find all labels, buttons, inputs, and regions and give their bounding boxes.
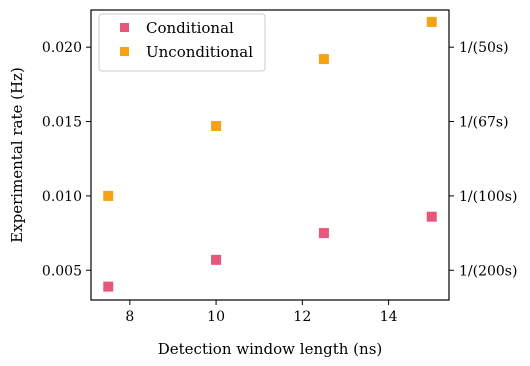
- y-tick-label: 0.015: [42, 115, 82, 131]
- data-point-conditional: [103, 281, 114, 292]
- y2-tick-label: 1/(50s): [459, 40, 509, 56]
- data-point-unconditional: [318, 54, 329, 65]
- legend-marker-conditional: [120, 23, 129, 32]
- secondary-y-axis-ticks: 1/(200s) 1/(100s) 1/(67s) 1/(50s): [449, 40, 517, 279]
- y2-tick-label: 1/(67s): [459, 115, 509, 131]
- x-tick-label: 14: [380, 309, 398, 325]
- data-points: [103, 16, 437, 292]
- data-point-conditional: [211, 254, 222, 265]
- x-tick-label: 12: [293, 309, 311, 325]
- y-tick-label: 0.010: [42, 189, 82, 205]
- legend-label-unconditional: Unconditional: [146, 43, 253, 61]
- x-tick-label: 10: [207, 309, 225, 325]
- data-point-unconditional: [103, 190, 114, 201]
- legend-box: [98, 13, 266, 72]
- data-point-unconditional: [426, 16, 437, 27]
- y2-tick-label: 1/(200s): [459, 263, 517, 279]
- x-axis-ticks: 8 10 12 14: [125, 300, 398, 325]
- y-tick-label: 0.020: [42, 40, 82, 56]
- y-axis-label: Experimental rate (Hz): [8, 67, 26, 243]
- legend-marker-unconditional: [120, 47, 129, 56]
- legend: Conditional Unconditional: [98, 13, 266, 72]
- plot-frame: [90, 9, 450, 301]
- y-tick-label: 0.005: [42, 263, 82, 279]
- legend-label-conditional: Conditional: [146, 19, 234, 37]
- data-point-conditional: [426, 211, 437, 222]
- x-axis-label: Detection window length (ns): [158, 340, 383, 358]
- data-point-unconditional: [211, 121, 222, 131]
- x-tick-label: 8: [125, 309, 134, 325]
- data-point-conditional: [318, 228, 329, 239]
- y-axis-ticks: 0.005 0.010 0.015 0.020: [42, 40, 91, 279]
- y2-tick-label: 1/(100s): [459, 189, 517, 205]
